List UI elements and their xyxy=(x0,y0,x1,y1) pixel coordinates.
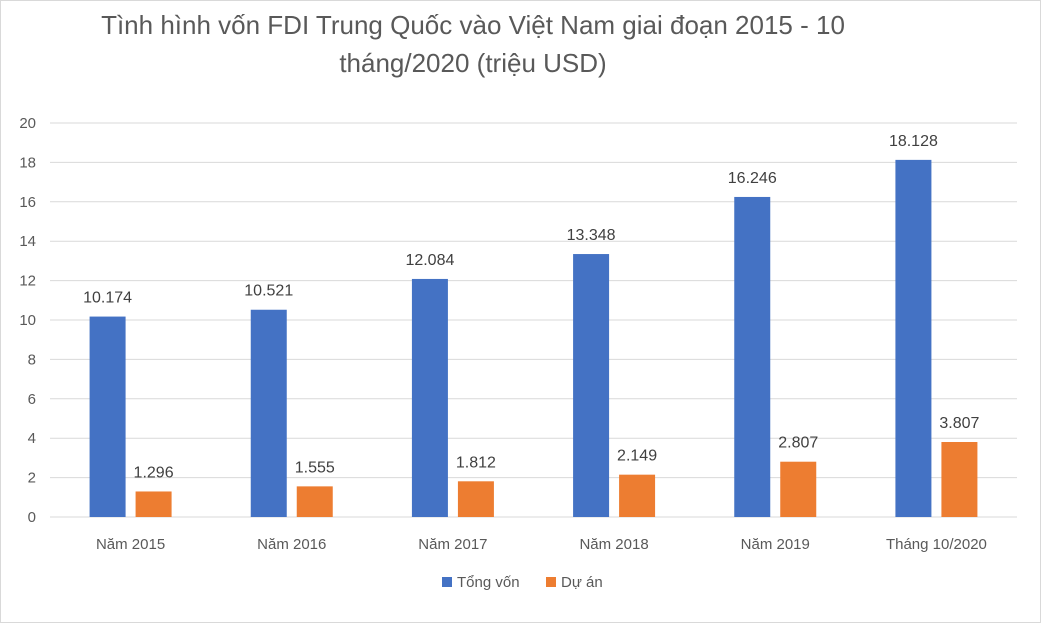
x-category-label: Năm 2019 xyxy=(741,536,810,553)
legend-label: Tổng vốn xyxy=(457,574,520,591)
data-label: 10.521 xyxy=(244,283,293,300)
chart-title: Tình hình vốn FDI Trung Quốc vào Việt Na… xyxy=(101,10,845,78)
data-label: 2.807 xyxy=(778,435,818,452)
bar xyxy=(250,309,287,517)
data-label: 13.348 xyxy=(567,227,616,244)
data-label: 16.246 xyxy=(728,170,777,187)
x-category-label: Năm 2016 xyxy=(257,536,326,553)
data-label: 2.149 xyxy=(617,448,657,465)
x-category-label: Năm 2018 xyxy=(579,536,648,553)
x-category-label: Tháng 10/2020 xyxy=(886,536,987,553)
bar xyxy=(780,461,817,517)
legend-label: Dự án xyxy=(561,574,603,591)
data-label: 1.296 xyxy=(134,464,174,481)
data-label: 10.174 xyxy=(83,290,132,307)
bar xyxy=(457,481,494,517)
bar xyxy=(135,491,172,517)
y-tick-label: 8 xyxy=(28,351,36,368)
bar xyxy=(895,159,932,517)
bar xyxy=(573,254,610,517)
y-tick-label: 2 xyxy=(28,470,36,487)
y-tick-label: 18 xyxy=(19,154,36,171)
bar xyxy=(89,316,126,517)
data-label: 12.084 xyxy=(405,252,454,269)
y-tick-label: 10 xyxy=(19,312,36,329)
y-tick-label: 16 xyxy=(19,194,36,211)
y-tick-label: 12 xyxy=(19,273,36,290)
legend-swatch xyxy=(546,577,556,587)
data-label: 1.812 xyxy=(456,454,496,471)
x-category-label: Năm 2015 xyxy=(96,536,165,553)
data-label: 3.807 xyxy=(939,415,979,432)
y-tick-label: 4 xyxy=(28,430,36,447)
legend-swatch xyxy=(442,577,452,587)
bar xyxy=(411,278,448,517)
y-tick-label: 14 xyxy=(19,233,36,250)
bar xyxy=(296,486,333,517)
y-tick-label: 20 xyxy=(19,115,36,132)
data-label: 1.555 xyxy=(295,459,335,476)
x-category-label: Năm 2017 xyxy=(418,536,487,553)
data-label: 18.128 xyxy=(889,133,938,150)
y-tick-label: 0 xyxy=(28,509,36,526)
bar xyxy=(941,442,978,517)
bar xyxy=(619,474,656,517)
y-tick-label: 6 xyxy=(28,391,36,408)
bar xyxy=(734,196,771,517)
